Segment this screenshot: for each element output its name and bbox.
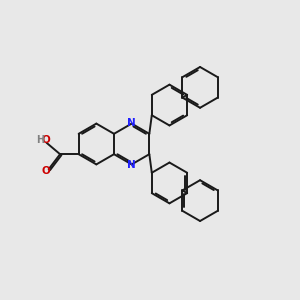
Text: N: N xyxy=(127,118,136,128)
Text: O: O xyxy=(41,166,50,176)
Text: N: N xyxy=(127,160,136,170)
Text: H: H xyxy=(36,135,44,145)
Text: O: O xyxy=(42,135,50,145)
